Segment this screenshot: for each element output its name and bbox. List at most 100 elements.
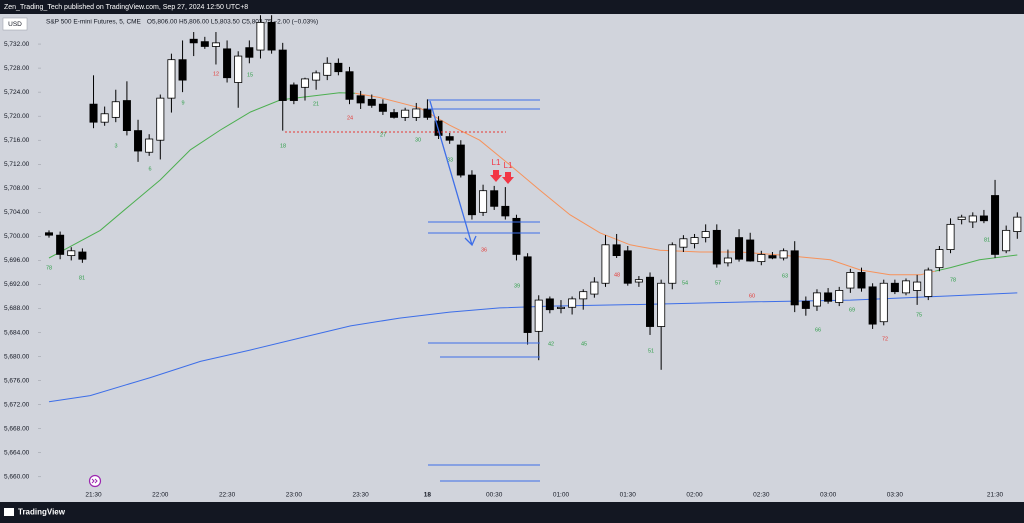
moving-average	[48, 292, 1018, 403]
candle-body	[723, 257, 732, 264]
candle-body	[946, 223, 955, 250]
candle-body	[256, 22, 265, 51]
y-tick-label: 5,668.00	[4, 425, 30, 432]
candle-body	[523, 256, 532, 333]
y-tick-label: 5,720.00	[4, 113, 30, 120]
y-tick-label: 5,676.00	[4, 377, 30, 384]
x-tick-label: 01:30	[620, 492, 637, 499]
candle-body	[790, 250, 799, 306]
candle-body	[223, 48, 232, 79]
candle-body	[634, 279, 643, 283]
candle-body	[623, 250, 632, 284]
bar-count: 45	[581, 341, 587, 347]
candle-body	[111, 101, 120, 118]
candle-body	[712, 229, 721, 265]
y-tick-label: 5,708.00	[4, 185, 30, 192]
bar-count: 81	[984, 237, 990, 243]
candle-body	[601, 244, 610, 284]
candle-body	[378, 103, 387, 112]
candle-body	[412, 108, 421, 118]
candle-body	[78, 251, 87, 260]
y-tick-label: 5,696.00	[4, 257, 30, 264]
icon-circle[interactable]	[88, 474, 102, 488]
candle-body	[824, 292, 833, 302]
candle-body	[345, 71, 354, 100]
candle-body	[1002, 229, 1011, 252]
x-tick-label: 21:30	[85, 492, 102, 499]
candle-body	[812, 292, 821, 307]
candle-body	[924, 269, 933, 297]
moving-average	[934, 254, 1018, 272]
candle-body	[390, 112, 399, 118]
y-tick-label: 5,700.00	[4, 233, 30, 240]
bar-count: 12	[213, 71, 219, 77]
arrow-head	[464, 235, 477, 247]
bar-count: 69	[849, 307, 855, 313]
candle-body	[746, 239, 755, 262]
y-tick-label: 5,672.00	[4, 401, 30, 408]
candle-body	[367, 98, 376, 106]
y-tick-label: 5,692.00	[4, 281, 30, 288]
candle-body	[267, 22, 276, 51]
candle-body	[1013, 216, 1022, 232]
x-tick-label: 21:30	[987, 492, 1004, 499]
level-lines	[428, 99, 540, 482]
candle-body	[857, 272, 866, 289]
candle-body	[234, 55, 243, 83]
candle-body	[56, 234, 65, 255]
moving-average	[48, 92, 356, 259]
candle-body	[156, 97, 165, 141]
currency-box[interactable]	[2, 17, 28, 31]
footer-brand: TradingView	[18, 508, 66, 517]
x-tick-label: 23:30	[352, 492, 369, 499]
x-tick-label: 22:00	[152, 492, 169, 499]
bar-count: 36	[481, 247, 487, 253]
candle-body	[957, 216, 966, 220]
candle-body	[612, 244, 621, 257]
x-tick-label: 00:30	[486, 492, 503, 499]
candle-body	[835, 290, 844, 303]
down-arrow	[502, 172, 514, 184]
signal-label: L1	[492, 158, 501, 167]
bar-count: 9	[181, 100, 184, 106]
candle-body	[178, 59, 187, 81]
bar-count: 78	[46, 265, 52, 271]
trend-arrow	[429, 100, 477, 247]
bar-count: 60	[749, 293, 755, 299]
candle-body	[534, 299, 543, 332]
candle-body	[668, 244, 677, 284]
candle-body	[512, 217, 521, 255]
candle-body	[556, 306, 565, 309]
candle-body	[456, 144, 465, 176]
bar-count: 54	[682, 280, 688, 286]
candle-body	[67, 250, 76, 257]
bar-count: 39	[514, 283, 520, 289]
signal-arrows	[490, 170, 514, 184]
candle-body	[735, 237, 744, 260]
x-tick-label: 02:30	[753, 492, 770, 499]
candle-body	[189, 38, 198, 44]
candle-body	[89, 103, 98, 123]
candle-body	[768, 255, 777, 259]
replay-icon[interactable]	[88, 474, 102, 488]
candle-body	[167, 59, 176, 99]
bar-count: 6	[148, 166, 151, 172]
icon-glyph	[91, 478, 98, 484]
candle-body	[200, 41, 209, 47]
candle-body	[935, 249, 944, 269]
chart-title: S&P 500 E-mini Futures, 5, CME	[46, 19, 142, 26]
candle-body	[902, 280, 911, 294]
x-tick-label: 03:00	[820, 492, 837, 499]
candle-body	[479, 190, 488, 213]
y-tick-label: 5,680.00	[4, 353, 30, 360]
x-tick-label: 18	[424, 492, 432, 499]
x-tick-label: 03:30	[887, 492, 904, 499]
candle-body	[245, 47, 254, 58]
candle-body	[968, 215, 977, 223]
logo-mark	[4, 508, 14, 516]
publisher: Zen_Trading_Tech published on TradingVie…	[4, 4, 248, 11]
candle-body	[868, 286, 877, 325]
y-tick-label: 5,704.00	[4, 209, 30, 216]
bar-count: 81	[79, 275, 85, 281]
